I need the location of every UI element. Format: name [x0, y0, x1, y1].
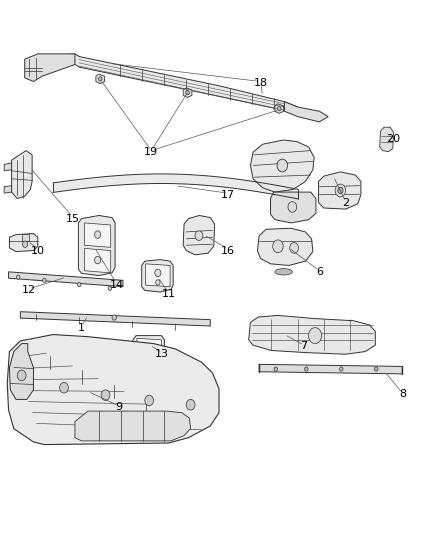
Polygon shape [271, 192, 316, 223]
Circle shape [101, 390, 110, 400]
Circle shape [338, 187, 343, 193]
Polygon shape [318, 172, 361, 209]
Circle shape [274, 367, 278, 371]
Circle shape [78, 282, 81, 287]
Polygon shape [142, 260, 173, 292]
Polygon shape [146, 264, 170, 287]
Polygon shape [183, 215, 215, 255]
Circle shape [99, 77, 102, 81]
Circle shape [112, 315, 117, 320]
Polygon shape [96, 74, 105, 84]
Polygon shape [12, 151, 32, 198]
Polygon shape [133, 336, 164, 360]
Circle shape [290, 243, 298, 253]
Polygon shape [137, 338, 161, 354]
Circle shape [278, 107, 281, 111]
Ellipse shape [275, 269, 292, 275]
Polygon shape [10, 344, 33, 399]
Circle shape [17, 370, 26, 381]
Text: 8: 8 [399, 389, 406, 399]
Polygon shape [380, 127, 394, 152]
Circle shape [186, 399, 195, 410]
Text: 17: 17 [221, 190, 235, 200]
Polygon shape [10, 233, 38, 252]
Circle shape [108, 286, 112, 290]
Text: 2: 2 [342, 198, 349, 208]
Polygon shape [4, 185, 12, 193]
Polygon shape [275, 104, 284, 114]
Polygon shape [259, 365, 403, 374]
Text: 20: 20 [387, 134, 401, 144]
Circle shape [308, 328, 321, 344]
Text: 10: 10 [31, 246, 45, 255]
Text: 11: 11 [162, 289, 176, 299]
Text: 1: 1 [78, 322, 85, 333]
Polygon shape [4, 163, 12, 171]
Text: 16: 16 [221, 246, 235, 255]
Circle shape [95, 231, 101, 238]
Polygon shape [7, 335, 219, 445]
Polygon shape [249, 316, 375, 354]
Circle shape [95, 256, 101, 264]
Polygon shape [78, 215, 115, 276]
Circle shape [288, 201, 297, 212]
Circle shape [335, 184, 346, 197]
Polygon shape [183, 88, 192, 98]
Circle shape [195, 231, 203, 240]
Circle shape [145, 395, 153, 406]
Polygon shape [75, 411, 191, 441]
Circle shape [60, 382, 68, 393]
Circle shape [304, 367, 308, 371]
Text: 9: 9 [115, 402, 122, 413]
Text: 14: 14 [110, 280, 124, 290]
Circle shape [42, 278, 46, 282]
Polygon shape [38, 54, 297, 112]
Text: 19: 19 [144, 147, 159, 157]
Circle shape [339, 367, 343, 371]
Text: 15: 15 [66, 214, 80, 224]
Polygon shape [53, 174, 297, 199]
Polygon shape [85, 223, 111, 247]
Text: 13: 13 [155, 349, 169, 359]
Text: 18: 18 [254, 78, 268, 88]
Polygon shape [85, 248, 111, 273]
Circle shape [155, 280, 160, 285]
Polygon shape [9, 272, 123, 287]
Circle shape [22, 241, 28, 247]
Circle shape [155, 269, 161, 277]
Circle shape [277, 159, 288, 172]
Polygon shape [285, 102, 328, 122]
Polygon shape [25, 54, 75, 82]
Circle shape [16, 275, 20, 279]
Circle shape [374, 367, 378, 371]
Polygon shape [21, 233, 29, 241]
Polygon shape [20, 312, 210, 326]
Circle shape [273, 240, 283, 253]
Text: 6: 6 [316, 267, 323, 277]
Text: 7: 7 [300, 341, 308, 351]
Polygon shape [251, 140, 314, 192]
Polygon shape [258, 228, 313, 265]
Circle shape [186, 91, 189, 95]
Text: 12: 12 [22, 286, 36, 295]
